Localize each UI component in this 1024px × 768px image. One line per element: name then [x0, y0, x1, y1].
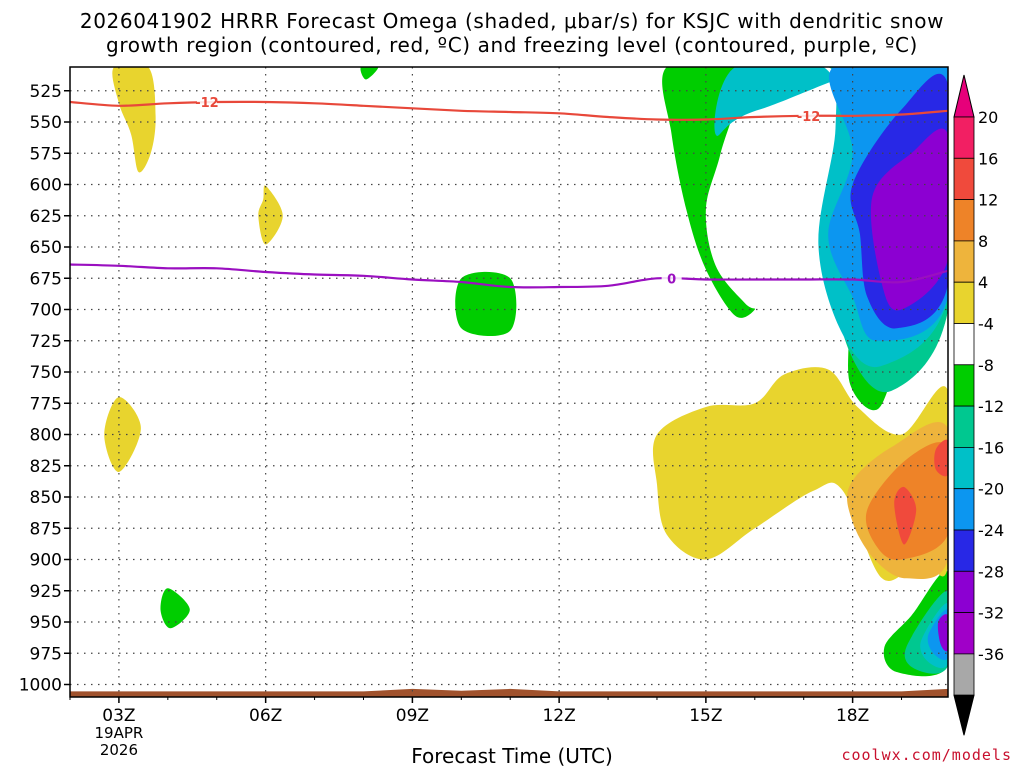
colorbar-label: -32: [978, 604, 1004, 623]
colorbar-label: -4: [978, 315, 994, 334]
y-tick-label: 1000: [19, 676, 62, 696]
omega-region-21: [894, 486, 917, 545]
y-tick-label: 525: [30, 82, 62, 102]
omega-region-1: [258, 185, 283, 245]
y-tick-label: 925: [30, 582, 62, 602]
omega-region-5: [455, 271, 517, 337]
omega-region-0: [112, 67, 156, 173]
colorbar-swatch-4: [953, 281, 975, 324]
axis-ticks: 525 550 575 600 625 650 675 700 725 750 775 800 825 8…: [19, 82, 903, 759]
y-tick-label: 900: [30, 551, 62, 571]
colorbar-label: 8: [978, 232, 988, 251]
colorbar-swatch-10: [953, 529, 975, 572]
y-tick-label: 875: [30, 519, 62, 539]
colorbar-swatch-0: [953, 116, 975, 159]
y-tick-label: 775: [30, 394, 62, 414]
omega-region-12: [870, 128, 948, 311]
contour-label-bg: [798, 107, 819, 123]
terrain-ground: [70, 688, 948, 697]
colorbar-label: -16: [978, 438, 1004, 457]
omega-region-2: [104, 396, 141, 473]
y-tick-label: 950: [30, 613, 62, 633]
colorbar-swatch-6: [953, 364, 975, 407]
colorbar-swatch-3: [953, 240, 975, 283]
contour-label--12: -12: [195, 96, 219, 111]
contour-line-0: [70, 263, 948, 289]
colorbar-swatch-1: [953, 157, 975, 201]
y-tick-label: 800: [30, 426, 62, 446]
x-tick-label: 18Z: [836, 706, 869, 726]
colorbar-label: 4: [978, 273, 988, 292]
colorbar-label: -24: [978, 521, 1004, 540]
y-tick-label: 725: [30, 332, 62, 352]
colorbar-swatch-8: [953, 446, 975, 490]
colorbar-swatch-11: [953, 570, 975, 613]
colorbar-label: -8: [978, 356, 994, 375]
plot-frame: [69, 66, 949, 698]
site-credit[interactable]: coolwx.com/models: [841, 746, 1012, 764]
y-tick-label: 600: [30, 176, 62, 196]
chart-title-line-1: 2026041902 HRRR Forecast Omega (shaded, …: [79, 9, 945, 33]
y-tick-label: 975: [30, 644, 62, 664]
y-tick-label: 625: [30, 207, 62, 227]
chart-title-line-2: growth region (contoured, red, ºC) and f…: [106, 33, 918, 57]
colorbar-swatch-2: [953, 199, 975, 242]
omega-shaded-layer: [104, 67, 948, 677]
colorbar-label: 16: [978, 149, 998, 168]
colorbar-label: -12: [978, 397, 1004, 416]
omega-region-3: [160, 588, 190, 629]
colorbar-swatch-9: [953, 488, 975, 531]
contour-label-bg: [196, 94, 217, 109]
terrain-layer: [70, 688, 948, 697]
omega-region-17: [937, 614, 948, 652]
x-axis-label: Forecast Time (UTC): [411, 744, 613, 768]
temperature-contours: -12 -12 0: [70, 94, 948, 289]
y-tick-label: 700: [30, 301, 62, 321]
contour-label-bg: [661, 270, 682, 286]
contour-label-0: 0: [667, 272, 676, 287]
omega-region-7: [662, 67, 756, 318]
contour-label--12: -12: [797, 110, 821, 125]
colorbar-label: -36: [978, 645, 1004, 664]
x-tick-label: 15Z: [689, 706, 722, 726]
colorbar-swatch-7: [953, 405, 975, 448]
y-tick-label: 825: [30, 457, 62, 477]
colorbar-label: 12: [978, 191, 998, 210]
colorbar-bottom-arrow: [953, 694, 975, 736]
y-tick-label: 750: [30, 363, 62, 383]
y-tick-label: 650: [30, 238, 62, 258]
y-tick-label: 850: [30, 488, 62, 508]
omega-region-22: [934, 439, 948, 477]
x-tick-label: 09Z: [396, 706, 429, 726]
y-tick-label: 575: [30, 144, 62, 164]
colorbar-label: 20: [978, 108, 998, 127]
x-tick-label: 12Z: [542, 706, 575, 726]
grid-lines: [70, 67, 948, 697]
y-tick-label: 550: [30, 113, 62, 133]
colorbar-swatch-12: [953, 612, 975, 655]
x-tick-label: 06Z: [249, 706, 282, 726]
y-tick-label: 675: [30, 269, 62, 289]
x-tick-label: 03Z: [102, 706, 135, 726]
date-label-line-2: 2026: [100, 741, 138, 759]
colorbar: 20 16 12 8 4 -4 -8 -12 -16 -20 -24 -28 -32 -36: [953, 74, 1004, 736]
date-label-line-1: 19APR: [94, 724, 143, 742]
omega-region-4: [360, 67, 379, 80]
colorbar-swatch-13: [953, 653, 975, 696]
colorbar-label: -28: [978, 562, 1004, 581]
colorbar-label: -20: [978, 480, 1004, 499]
colorbar-swatch-5: [953, 323, 975, 366]
colorbar-top-arrow: [953, 74, 975, 118]
